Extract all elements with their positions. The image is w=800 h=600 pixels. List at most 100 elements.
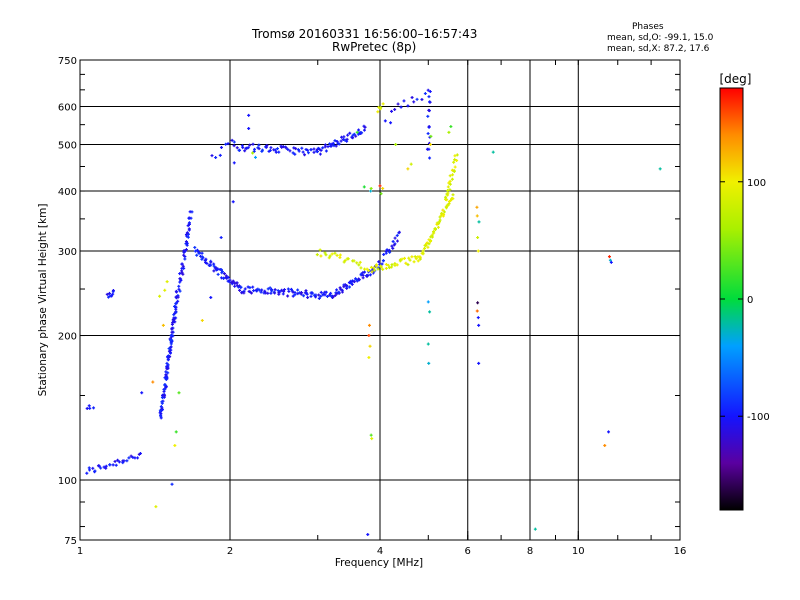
data-point <box>321 146 325 150</box>
data-point <box>92 406 96 410</box>
data-point <box>406 167 410 171</box>
data-point <box>400 257 404 261</box>
data-point <box>391 246 395 250</box>
data-point <box>306 148 310 152</box>
data-point <box>174 316 178 320</box>
data-point <box>273 288 277 292</box>
data-point <box>286 294 290 298</box>
data-point <box>608 258 612 262</box>
y-axis-label: Stationary phase Virtual Height [km] <box>37 204 49 397</box>
data-point <box>111 463 115 467</box>
data-point <box>173 311 177 315</box>
y-tick-label: 400 <box>58 187 77 198</box>
data-point <box>280 145 284 149</box>
data-point <box>440 211 444 215</box>
data-point <box>452 170 456 174</box>
data-point <box>239 285 243 289</box>
data-point <box>280 288 284 292</box>
data-point <box>253 155 257 159</box>
data-point <box>289 287 293 291</box>
data-point <box>269 291 273 295</box>
data-point <box>140 391 144 395</box>
data-point <box>212 269 216 273</box>
data-point <box>268 149 272 153</box>
data-point <box>421 252 425 256</box>
data-point <box>209 296 213 300</box>
data-point <box>395 263 399 267</box>
data-point <box>396 102 400 106</box>
data-point <box>159 412 163 416</box>
data-point <box>420 98 424 102</box>
data-point <box>242 291 246 295</box>
data-point <box>477 220 481 224</box>
data-point <box>441 208 445 212</box>
data-point <box>185 241 189 245</box>
data-point <box>273 291 277 295</box>
data-point <box>475 214 479 218</box>
data-point <box>241 146 245 150</box>
data-point <box>432 230 436 234</box>
data-point <box>88 406 92 410</box>
data-point <box>314 295 318 299</box>
data-point <box>209 263 213 267</box>
data-point <box>367 334 371 338</box>
data-point <box>425 147 429 151</box>
data-point <box>178 289 182 293</box>
data-point <box>216 272 220 276</box>
data-point <box>318 248 322 252</box>
data-point <box>107 291 111 295</box>
data-point <box>436 225 440 229</box>
data-point <box>274 150 278 154</box>
x-tick-label: 2 <box>227 546 233 557</box>
data-point <box>220 270 224 274</box>
data-point <box>163 387 167 391</box>
data-point <box>180 262 184 266</box>
data-point <box>379 265 383 269</box>
data-point <box>423 243 427 247</box>
colorbar-tick-label: 0 <box>747 295 753 306</box>
data-point <box>337 142 341 146</box>
data-point <box>114 463 118 467</box>
data-point <box>319 254 323 258</box>
data-point <box>402 99 406 103</box>
data-point <box>170 482 174 486</box>
data-point <box>319 294 323 298</box>
data-point <box>330 252 334 256</box>
y-tick-label: 600 <box>58 103 77 114</box>
data-point <box>410 255 414 259</box>
data-point <box>338 253 342 257</box>
data-point <box>352 132 356 136</box>
data-point <box>426 114 430 118</box>
data-point <box>188 210 192 214</box>
data-point <box>165 280 169 284</box>
data-point <box>177 391 181 395</box>
data-point <box>346 257 350 261</box>
data-point <box>133 456 137 460</box>
data-point <box>357 277 361 281</box>
data-point <box>174 301 178 305</box>
data-point <box>238 288 242 292</box>
data-point <box>203 258 207 262</box>
data-point <box>453 154 457 158</box>
data-point <box>231 279 235 283</box>
data-point <box>167 347 171 351</box>
data-point <box>445 198 449 202</box>
data-point <box>339 287 343 291</box>
data-point <box>87 404 91 408</box>
data-point <box>609 260 613 264</box>
data-point <box>104 464 108 468</box>
data-point <box>251 285 255 289</box>
data-point <box>165 377 169 381</box>
data-point <box>159 405 163 409</box>
data-point <box>138 451 142 455</box>
data-point <box>309 294 313 298</box>
data-point <box>317 293 321 297</box>
data-point <box>427 242 431 246</box>
data-point <box>85 407 89 411</box>
data-point <box>252 289 256 293</box>
data-point <box>106 295 110 299</box>
data-point <box>205 261 209 265</box>
data-point <box>187 221 191 225</box>
data-point <box>354 134 358 138</box>
data-point <box>399 105 403 109</box>
